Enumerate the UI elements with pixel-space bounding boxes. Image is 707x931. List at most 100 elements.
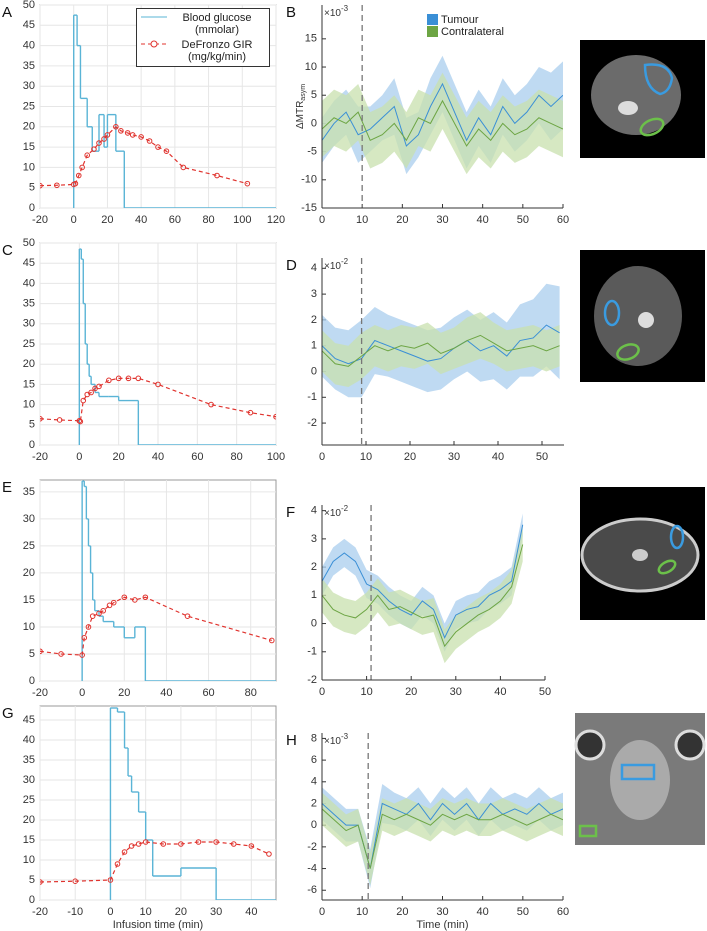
y-multiplier: ×10-3 [324,4,349,19]
marker [132,597,138,603]
x-tick-label: 10 [360,686,372,698]
y-tick-label: 50 [23,0,35,11]
y-tick-label: 5 [29,648,35,660]
x-tick-label: 30 [436,906,448,918]
legend-label: Tumour [441,14,479,26]
y-tick-label: 30 [23,318,35,330]
plot-layer [40,14,276,208]
panel-label: G [2,705,14,722]
y-tick-label: 35 [23,60,35,72]
y-multiplier: ×10-2 [324,504,349,519]
y-tick-label: -5 [307,146,317,158]
marker [75,172,82,179]
marker [54,182,60,189]
legend-item: Tumour [427,14,504,26]
panel-label: B [286,4,296,21]
y-tick-label: 30 [23,80,35,92]
x-tick-label: -20 [32,906,48,918]
legend-key [141,12,167,22]
x-tick-label: 100 [233,214,251,226]
y-tick-label: 35 [23,486,35,498]
marker [230,841,237,847]
y-tick-label: 4 [311,505,317,517]
marker [89,613,96,619]
mri-image [574,713,706,845]
marker [142,839,149,845]
y-tick-label: -6 [307,884,317,896]
x-tick-label: 60 [557,906,569,918]
series-line [322,99,563,147]
marker [104,132,111,138]
marker [146,138,153,144]
x-tick-label: 20 [101,214,113,226]
y-multiplier-exponent: -2 [341,257,349,266]
y-tick-label: 0 [311,365,317,377]
y-tick-label: 40 [23,40,35,52]
marker [180,164,187,171]
marker [214,172,220,179]
plot-layer [40,707,276,900]
y-tick-label: 0 [311,117,317,129]
marker [88,389,94,396]
plot-layer [322,783,563,889]
series-line [40,126,248,187]
series-line [322,334,560,367]
y-tick-label: 20 [23,567,35,579]
y-tick-label: 0 [311,617,317,629]
x-tick-label: 0 [319,686,325,698]
x-tick-label: 60 [202,687,214,699]
y-tick-label: 25 [23,338,35,350]
x-tick-label: 0 [107,906,113,918]
y-tick-label: 10 [23,854,35,866]
legend-key [427,14,438,25]
marker [106,377,112,384]
marker [121,594,128,601]
x-axis-label: Infusion time (min) [113,919,203,931]
plot-layer [322,55,563,175]
x-tick-label: 0 [76,451,82,463]
x-tick-label: 40 [245,906,257,918]
marker [128,843,135,849]
x-tick-label: -20 [32,687,48,699]
y-tick-label: 1 [311,589,317,601]
legend-swatch [141,16,167,18]
marker [129,132,136,138]
x-tick-label: 50 [517,214,529,226]
marker [273,413,276,420]
y-tick-label: 10 [23,621,35,633]
y-tick-label: 40 [23,734,35,746]
marker [72,180,79,187]
x-tick-label: 0 [79,687,85,699]
marker [76,417,83,424]
marker [244,180,251,187]
plot-layer [322,283,560,398]
y-tick-label: 45 [23,714,35,726]
y-tick-label: 4 [311,262,317,274]
error-band [322,72,563,175]
series-line [322,524,524,639]
y-tick-label: -2 [307,417,317,429]
x-axis-label: Time (min) [416,919,468,931]
x-tick-label: 30 [436,214,448,226]
y-tick-label: 5 [311,89,317,101]
marker [160,841,167,847]
y-tick-label: 0 [311,819,317,831]
marker [142,594,149,601]
panel-label: E [2,479,12,496]
x-tick-label: 0 [319,451,325,463]
marker [106,602,113,609]
marker [213,839,219,845]
plot-layer [40,248,276,445]
marker [40,415,43,422]
marker [125,375,132,382]
legend-key [141,39,167,49]
y-tick-label: 4 [311,776,317,788]
plot-layer [322,513,524,664]
marker [40,648,43,655]
legend-item: DeFronzo GIR (mg/kg/min) [141,39,265,63]
series-line [40,596,272,656]
marker [84,152,90,159]
marker [100,607,107,614]
